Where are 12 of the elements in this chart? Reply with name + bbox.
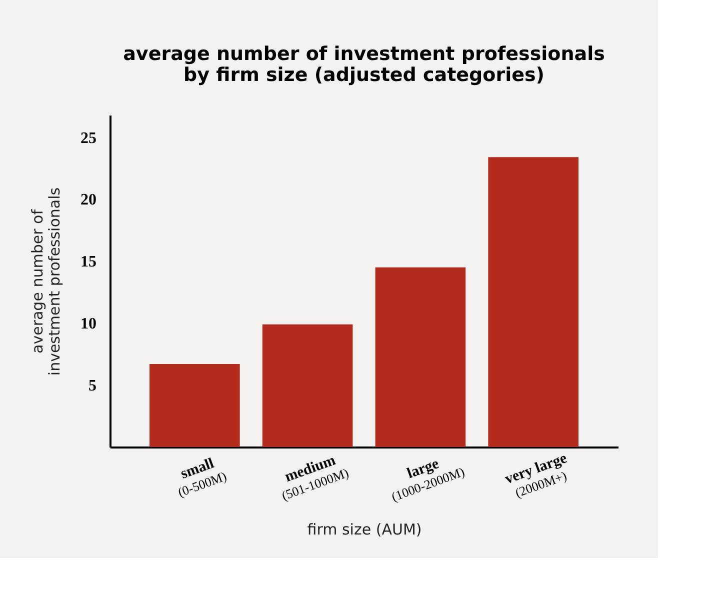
bar <box>150 364 240 447</box>
bar <box>375 267 466 447</box>
bar <box>262 324 353 447</box>
y-tick-label: 10 <box>80 316 96 333</box>
y-axis-title: average number of investment professionals <box>28 187 64 376</box>
y-tick-label: 25 <box>80 130 96 147</box>
x-axis-title: firm size (AUM) <box>307 520 422 539</box>
bar <box>488 157 578 447</box>
chart-title: average number of investment professionals by firm size (adjusted categories) <box>123 43 605 86</box>
y-tick-label: 5 <box>88 378 96 395</box>
y-tick-label: 20 <box>80 192 96 209</box>
y-tick-label: 15 <box>80 254 96 271</box>
